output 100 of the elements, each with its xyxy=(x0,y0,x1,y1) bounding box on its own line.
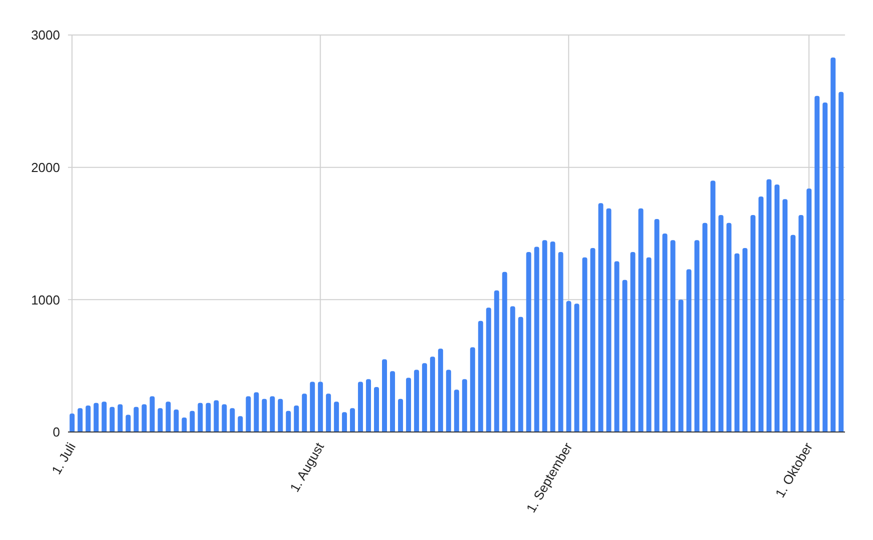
bar xyxy=(318,382,323,432)
bar xyxy=(534,246,540,432)
bar xyxy=(198,402,203,432)
bar xyxy=(566,300,572,432)
bar xyxy=(174,410,179,432)
bar xyxy=(398,398,404,432)
bar xyxy=(678,300,684,432)
bar xyxy=(702,222,708,432)
bar xyxy=(278,398,283,432)
bar xyxy=(798,214,804,432)
bar xyxy=(78,408,83,432)
bar xyxy=(526,252,532,432)
bar xyxy=(638,208,644,432)
bar xyxy=(790,234,796,432)
bar xyxy=(390,371,396,432)
bar xyxy=(694,240,700,432)
bar xyxy=(286,410,291,432)
bar xyxy=(646,257,652,432)
bar xyxy=(734,253,740,432)
bar xyxy=(262,398,267,432)
bar xyxy=(718,214,724,432)
bar xyxy=(478,320,484,432)
bar xyxy=(70,413,75,432)
bar xyxy=(230,408,235,432)
bar xyxy=(374,387,379,432)
bar xyxy=(342,412,347,432)
bar xyxy=(310,382,315,432)
bar xyxy=(766,179,772,432)
bar xyxy=(166,402,171,432)
bar xyxy=(422,363,428,432)
x-tick-label: 1. Juli xyxy=(48,440,79,477)
bar xyxy=(206,402,211,432)
bar xyxy=(750,214,756,432)
bar xyxy=(438,348,444,432)
bar xyxy=(550,241,556,432)
bar xyxy=(270,396,275,432)
bar xyxy=(382,359,388,432)
bar xyxy=(158,408,163,432)
bar xyxy=(222,404,227,432)
bar xyxy=(582,257,588,432)
bar xyxy=(254,392,259,432)
bar xyxy=(590,248,596,432)
bar xyxy=(470,347,476,432)
bar xyxy=(94,402,99,432)
bar xyxy=(214,400,219,432)
bar xyxy=(710,180,716,432)
bar xyxy=(430,356,436,432)
bar xyxy=(190,410,195,432)
bar xyxy=(326,394,331,432)
bar xyxy=(334,402,339,432)
bar xyxy=(366,379,371,432)
bar xyxy=(774,184,780,432)
y-tick-label: 2000 xyxy=(31,160,60,175)
bar xyxy=(182,417,187,432)
bar xyxy=(358,382,363,432)
bar xyxy=(782,199,788,432)
bar xyxy=(102,402,107,432)
bar xyxy=(238,416,243,432)
bar xyxy=(662,234,668,432)
bar xyxy=(406,378,412,432)
bar xyxy=(462,379,468,432)
y-tick-label: 0 xyxy=(52,424,60,440)
bar xyxy=(446,370,452,432)
bar xyxy=(830,57,836,432)
bar xyxy=(630,252,636,432)
bar xyxy=(758,196,764,432)
bar xyxy=(622,280,628,432)
y-tick-label: 1000 xyxy=(31,292,60,308)
bar xyxy=(742,248,748,432)
bar xyxy=(726,222,732,432)
y-tick-label: 3000 xyxy=(31,28,60,43)
bar xyxy=(814,96,820,432)
bar xyxy=(494,290,500,432)
bar xyxy=(126,414,131,432)
bar xyxy=(518,316,524,432)
bar xyxy=(150,396,155,432)
bar xyxy=(486,308,492,432)
bar xyxy=(350,408,355,432)
bar xyxy=(502,272,508,432)
bar xyxy=(110,406,115,432)
bar xyxy=(670,240,676,432)
bar xyxy=(598,203,604,432)
bar xyxy=(510,306,516,432)
bar xyxy=(822,102,828,432)
bar xyxy=(134,406,139,432)
bar xyxy=(246,396,251,432)
bar xyxy=(86,406,91,432)
bar xyxy=(806,188,812,432)
bar xyxy=(118,404,123,432)
bar xyxy=(542,240,548,432)
bar xyxy=(454,390,460,432)
bar xyxy=(294,406,299,432)
bar xyxy=(614,261,620,432)
bar xyxy=(142,404,147,432)
bar xyxy=(838,92,844,432)
bar xyxy=(606,208,612,432)
bar xyxy=(302,394,307,432)
bar xyxy=(654,218,660,432)
bar xyxy=(686,269,692,432)
bar xyxy=(558,252,564,432)
